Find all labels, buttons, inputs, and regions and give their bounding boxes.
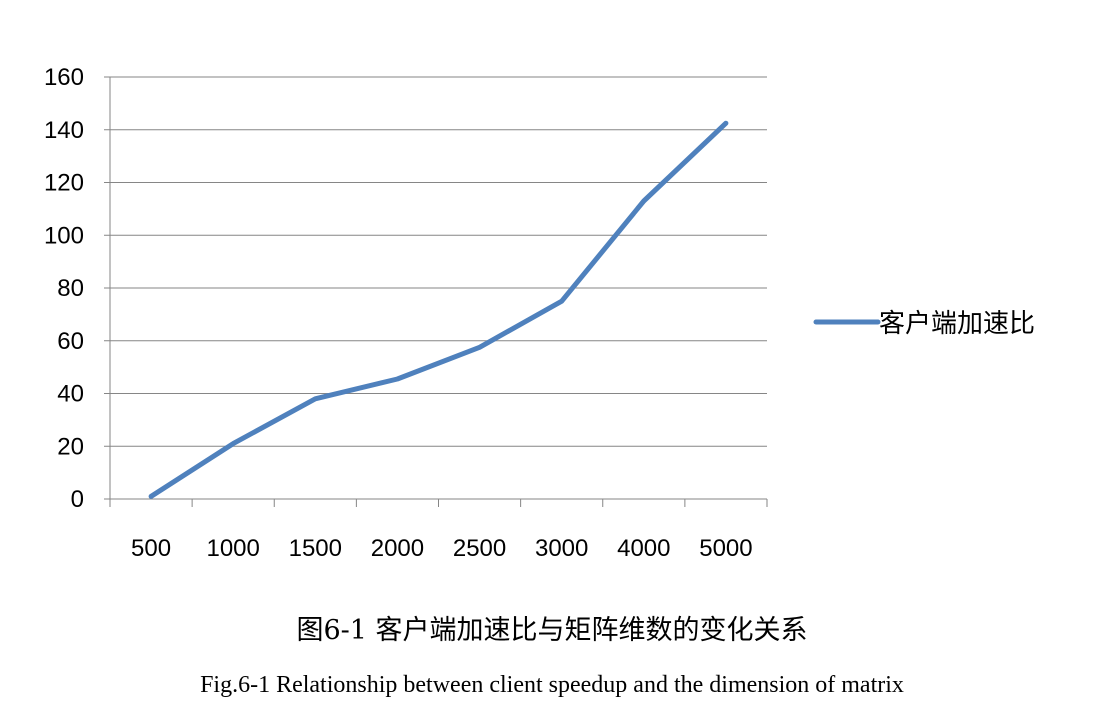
y-tick-label: 120	[44, 170, 84, 197]
y-tick-label: 100	[44, 222, 84, 249]
axes	[104, 76, 768, 507]
y-axis-ticks: 0 20 40 60 80 100 120 140 160	[44, 64, 84, 513]
x-axis-ticks: 500 1000 1500 2000 2500 3000 4000 5000	[131, 535, 753, 562]
y-tick-label: 40	[57, 381, 84, 408]
y-tick-label: 60	[57, 328, 84, 355]
x-tick-label: 2000	[371, 535, 424, 562]
line-chart: 0 20 40 60 80 100 120 140 160 500 1000 1500 2000 250…	[44, 64, 1035, 562]
y-tick-label: 160	[44, 64, 84, 91]
x-tick-label: 3000	[535, 535, 588, 562]
gridlines	[110, 76, 767, 447]
series-lines	[148, 120, 729, 499]
x-tick-label: 4000	[617, 535, 670, 562]
x-tick-label: 1500	[289, 535, 342, 562]
legend-label: 客户端加速比	[879, 308, 1035, 338]
series-line	[148, 120, 729, 499]
y-tick-label: 20	[57, 433, 84, 460]
legend: 客户端加速比	[813, 308, 1035, 338]
figure-caption-english: Fig.6-1 Relationship between client spee…	[200, 672, 904, 698]
y-tick-label: 80	[57, 275, 84, 302]
y-tick-label: 140	[44, 117, 84, 144]
x-tick-label: 1000	[206, 535, 259, 562]
x-tick-label: 5000	[699, 535, 752, 562]
x-tick-label: 500	[131, 535, 171, 562]
y-tick-label: 0	[71, 486, 84, 513]
figure-caption-chinese: 图6-1 客户端加速比与矩阵维数的变化关系	[296, 615, 808, 646]
x-tick-label: 2500	[453, 535, 506, 562]
